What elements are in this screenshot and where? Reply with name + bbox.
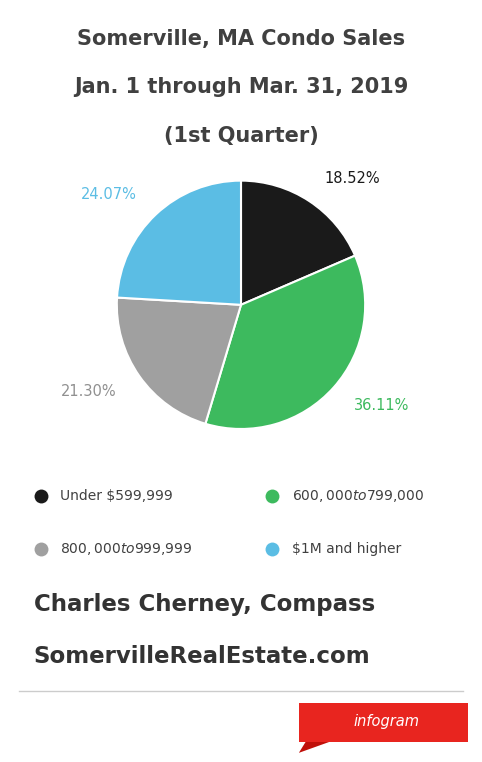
- FancyBboxPatch shape: [299, 703, 468, 742]
- Text: (1st Quarter): (1st Quarter): [163, 126, 319, 146]
- Wedge shape: [117, 297, 241, 424]
- Text: $800,000 to $999,999: $800,000 to $999,999: [60, 541, 193, 556]
- Text: infogram: infogram: [354, 714, 419, 728]
- Text: 24.07%: 24.07%: [81, 187, 137, 202]
- Text: SomervilleRealEstate.com: SomervilleRealEstate.com: [34, 645, 370, 668]
- Text: 18.52%: 18.52%: [324, 171, 380, 186]
- Text: $1M and higher: $1M and higher: [292, 542, 401, 555]
- Text: $600,000 to $799,000: $600,000 to $799,000: [292, 488, 424, 504]
- Wedge shape: [241, 181, 355, 305]
- Text: 36.11%: 36.11%: [354, 398, 410, 413]
- Text: Jan. 1 through Mar. 31, 2019: Jan. 1 through Mar. 31, 2019: [74, 77, 408, 97]
- Text: 21.30%: 21.30%: [61, 384, 117, 399]
- Text: Somerville, MA Condo Sales: Somerville, MA Condo Sales: [77, 29, 405, 50]
- Text: Under $599,999: Under $599,999: [60, 489, 173, 503]
- Polygon shape: [299, 742, 329, 753]
- Text: Charles Cherney, Compass: Charles Cherney, Compass: [34, 593, 375, 616]
- Wedge shape: [205, 255, 365, 429]
- Wedge shape: [117, 181, 241, 305]
